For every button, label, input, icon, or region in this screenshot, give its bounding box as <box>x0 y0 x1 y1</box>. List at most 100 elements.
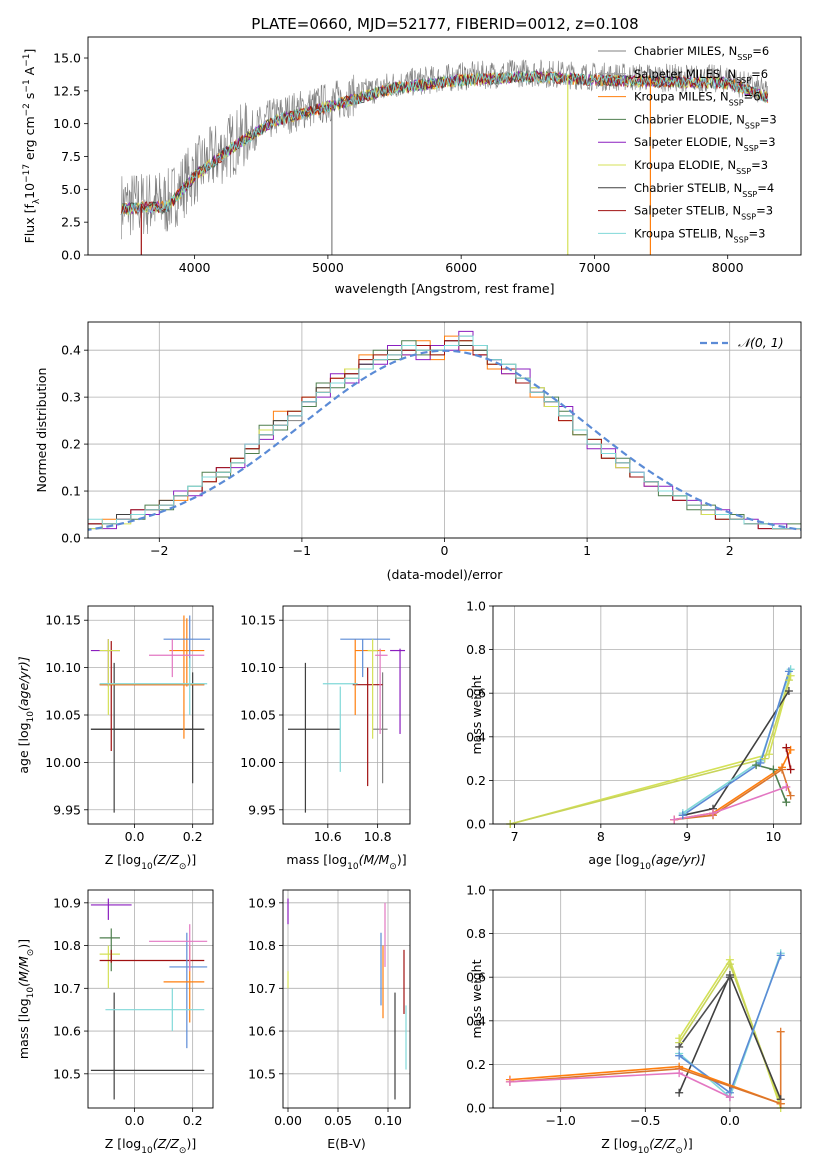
chart-spectrum: 4000 5000 6000 7000 8000 0.0 2.5 5.0 7.5 10.0 12.5… <box>22 36 802 296</box>
y-tick-label: 0.2 <box>466 773 486 788</box>
legend-sep: , <box>718 226 725 240</box>
legend-n-sub: SSP <box>742 189 757 198</box>
y-tick-label: 10.15 <box>240 613 276 628</box>
legend-n-sub: SSP <box>745 121 760 130</box>
y-tick-label: 10.10 <box>240 660 276 675</box>
x-axis-label: age [log10(age/yr)] <box>588 852 705 872</box>
weight-line-3 <box>678 974 731 1098</box>
x-tick-label: −1 <box>293 543 311 558</box>
weight-line-0 <box>510 675 792 824</box>
label-part: −1 <box>22 54 32 67</box>
y-tick-label: 10.05 <box>45 708 81 723</box>
y-tick-label: 12.5 <box>53 83 81 98</box>
label-part: Flux [f <box>22 204 37 244</box>
x-tick-label: 0 <box>441 543 449 558</box>
model-line-8 <box>120 70 768 216</box>
x-tick-label: 0.2 <box>183 829 203 844</box>
legend-n: N <box>736 112 745 126</box>
legend-label: Chabrier MILES, NSSP=6 <box>634 44 769 62</box>
legend-n-sub: SSP <box>741 212 756 221</box>
label-part: Z [log <box>105 852 141 867</box>
legend-n-value: 6 <box>762 44 769 58</box>
legend-series-name: Salpeter ELODIE <box>634 135 728 149</box>
legend-label: 𝒩(0, 1) <box>738 335 784 350</box>
axes-frame <box>87 36 802 256</box>
legend-eq: = <box>749 226 759 240</box>
legend-n: N <box>729 44 738 58</box>
legend-eq: = <box>751 158 761 172</box>
legend-series-name: Salpeter STELIB <box>634 204 725 218</box>
x-tick-label: 9 <box>683 829 691 844</box>
legend-label: Chabrier ELODIE, NSSP=3 <box>634 112 777 129</box>
y-tick-label: 10.05 <box>240 708 276 723</box>
weight-point-marker <box>725 1093 734 1102</box>
y-tick-label: 0.0 <box>466 817 486 832</box>
label-part: 10 <box>26 711 36 723</box>
axes-frame <box>87 605 214 825</box>
y-tick-label: 10.15 <box>45 613 81 628</box>
y-tick-label: 0.4 <box>466 1013 486 1028</box>
axes-frame <box>87 889 214 1109</box>
label-part: mass [log <box>286 852 347 867</box>
x-axis-label: wavelength [Angstrom, rest frame] <box>334 281 554 296</box>
weight-point-marker <box>752 761 761 770</box>
legend-eq: = <box>752 44 762 58</box>
x-tick-label: 4000 <box>179 260 211 275</box>
label-part: (age/yr)] <box>16 656 31 711</box>
axes-frame <box>492 889 802 1109</box>
x-tick-label: 0.10 <box>374 1113 402 1128</box>
label-part: (Z/Z <box>649 1136 676 1151</box>
y-tick-label: 1.0 <box>466 883 486 898</box>
y-tick-label: 10.7 <box>248 981 276 996</box>
legend-n-sub: SSP <box>744 144 759 153</box>
y-tick-label: 10.8 <box>53 938 81 953</box>
weight-point-marker <box>725 960 734 969</box>
legend-series-name: Kroupa STELIB <box>634 226 718 240</box>
weight-point-marker <box>675 1069 684 1078</box>
label-part: 10 <box>141 1146 153 1156</box>
weight-point-marker <box>725 973 734 982</box>
weight-point-marker <box>778 765 787 774</box>
axes-frame <box>87 321 802 539</box>
plot-area <box>120 59 769 255</box>
y-tick-label: 10.6 <box>53 1024 81 1039</box>
legend-n-value: 6 <box>753 90 760 104</box>
label-part: −2 <box>22 103 32 116</box>
y-tick-label: 10.0 <box>53 116 81 131</box>
y-tick-label: 10.00 <box>240 755 276 770</box>
x-tick-label: 0.00 <box>274 1113 302 1128</box>
chart-mass-vs-metallicity: 0.0 0.210.510.610.710.810.9Z [log10(Z/Z⊙)… <box>16 889 214 1156</box>
label-part: (M/M <box>359 852 390 867</box>
x-tick-label: 0.05 <box>324 1113 352 1128</box>
legend-n-sub: SSP <box>737 53 752 62</box>
x-tick-label: 8 <box>597 829 605 844</box>
x-tick-label: 0.2 <box>183 1113 203 1128</box>
x-tick-label: −2 <box>150 543 168 558</box>
x-tick-label: −0.5 <box>630 1113 660 1128</box>
y-axis-label: mass [log10(M/M⊙)] <box>16 939 36 1059</box>
legend-eq: = <box>751 67 761 81</box>
y-tick-label: 10.6 <box>248 1024 276 1039</box>
y-tick-label: 10.7 <box>53 981 81 996</box>
y-axis-label: age [log10(age/yr)] <box>16 656 36 773</box>
label-part: 10 <box>26 987 36 999</box>
legend-n: N <box>734 181 743 195</box>
label-part: (M/M <box>16 956 31 987</box>
y-tick-label: 0.0 <box>61 531 81 546</box>
legend-n-value: 3 <box>766 204 773 218</box>
legend-series-name: Kroupa MILES <box>634 90 713 104</box>
weight-line-2 <box>682 690 790 817</box>
label-part: )] <box>186 852 196 867</box>
legend-n: N <box>727 67 736 81</box>
legend-n-sub: SSP <box>734 235 749 244</box>
label-part: (age/yr)] <box>651 852 706 867</box>
legend-n: N <box>735 135 744 149</box>
y-tick-label: 10.5 <box>53 1066 81 1081</box>
legend-sep: , <box>720 158 727 172</box>
x-tick-label: 5000 <box>312 260 344 275</box>
x-axis-label: E(B-V) <box>327 1136 366 1151</box>
weight-point-marker <box>784 667 793 676</box>
